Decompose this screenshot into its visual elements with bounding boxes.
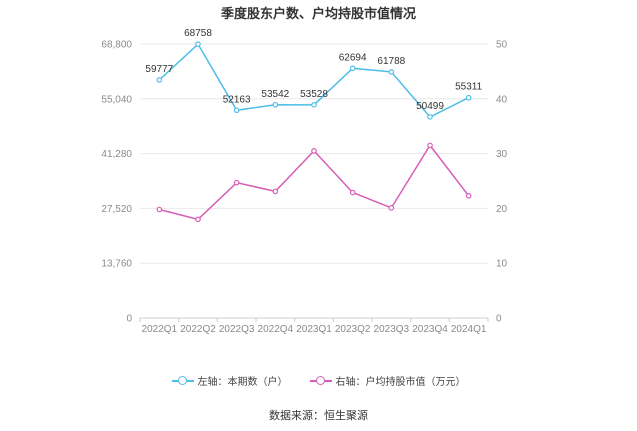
data-point-holders bbox=[349, 65, 356, 72]
data-label-holders: 62694 bbox=[339, 52, 367, 63]
data-label-holders: 61788 bbox=[377, 56, 405, 67]
data-label-holders: 68758 bbox=[184, 28, 212, 39]
left-axis-tick-label: 41,280 bbox=[101, 149, 132, 160]
data-point-value bbox=[272, 188, 279, 195]
right-axis-tick-label: 10 bbox=[496, 259, 508, 270]
right-axis-tick-label: 50 bbox=[496, 40, 508, 51]
x-axis-tick-label: 2023Q1 bbox=[296, 324, 332, 335]
data-point-value bbox=[465, 192, 472, 199]
right-axis-tick-label: 40 bbox=[496, 94, 508, 105]
data-point-value bbox=[349, 189, 356, 196]
data-label-holders: 50499 bbox=[416, 101, 444, 112]
x-axis-tick-label: 2022Q4 bbox=[258, 324, 294, 335]
data-point-value bbox=[427, 142, 433, 149]
data-point-value bbox=[311, 148, 317, 154]
right-axis-tick-label: 30 bbox=[496, 149, 508, 160]
data-label-holders: 59777 bbox=[145, 64, 173, 75]
x-axis-tick-label: 2022Q2 bbox=[180, 324, 216, 335]
x-axis-tick-label: 2024Q1 bbox=[451, 324, 487, 335]
legend-item-holders[interactable]: 左轴：本期数（户） bbox=[171, 373, 288, 388]
data-point-holders bbox=[195, 41, 201, 47]
x-axis-tick-label: 2022Q3 bbox=[219, 324, 255, 335]
legend-label-value: 右轴：户均持股市值（万元） bbox=[335, 377, 466, 388]
data-label-holders: 55311 bbox=[455, 82, 483, 93]
data-point-value bbox=[388, 205, 395, 211]
legend-label-holders: 左轴：本期数（户） bbox=[197, 377, 288, 388]
data-point-holders bbox=[427, 114, 433, 120]
legend-swatch-holders bbox=[171, 375, 194, 386]
data-point-holders bbox=[311, 102, 317, 108]
data-point-value bbox=[195, 216, 201, 223]
right-axis-tick-label: 0 bbox=[496, 314, 502, 325]
data-label-holders: 52163 bbox=[223, 94, 251, 105]
left-axis-tick-label: 55,040 bbox=[101, 94, 132, 105]
data-label-holders: 53528 bbox=[300, 89, 328, 100]
legend-item-value[interactable]: 右轴：户均持股市值（万元） bbox=[309, 373, 466, 388]
left-axis-tick-label: 27,520 bbox=[101, 204, 132, 215]
x-axis-tick-label: 2022Q1 bbox=[142, 324, 178, 335]
data-point-holders bbox=[465, 94, 472, 101]
right-axis-tick-label: 20 bbox=[496, 204, 508, 215]
data-point-holders bbox=[156, 77, 163, 83]
x-axis-tick-label: 2023Q4 bbox=[412, 324, 448, 335]
legend: 左轴：本期数（户） 右轴：户均持股市值（万元） bbox=[0, 373, 637, 388]
x-axis-tick-label: 2023Q3 bbox=[374, 324, 410, 335]
data-point-holders bbox=[388, 69, 395, 75]
data-point-holders bbox=[233, 107, 240, 114]
legend-swatch-value bbox=[309, 375, 332, 386]
left-axis-tick-label: 0 bbox=[126, 314, 132, 325]
x-axis-tick-label: 2023Q2 bbox=[335, 324, 371, 335]
source-note: 数据来源：恒生聚源 bbox=[269, 410, 368, 422]
data-label-holders: 53542 bbox=[261, 89, 289, 100]
data-point-value bbox=[156, 206, 163, 213]
data-point-value bbox=[233, 179, 240, 186]
data-point-holders bbox=[272, 101, 279, 108]
left-axis-tick-label: 13,760 bbox=[101, 259, 132, 270]
chart-title: 季度股东户数、户均持股市值情况 bbox=[220, 6, 416, 21]
left-axis-tick-label: 68,800 bbox=[101, 40, 132, 51]
